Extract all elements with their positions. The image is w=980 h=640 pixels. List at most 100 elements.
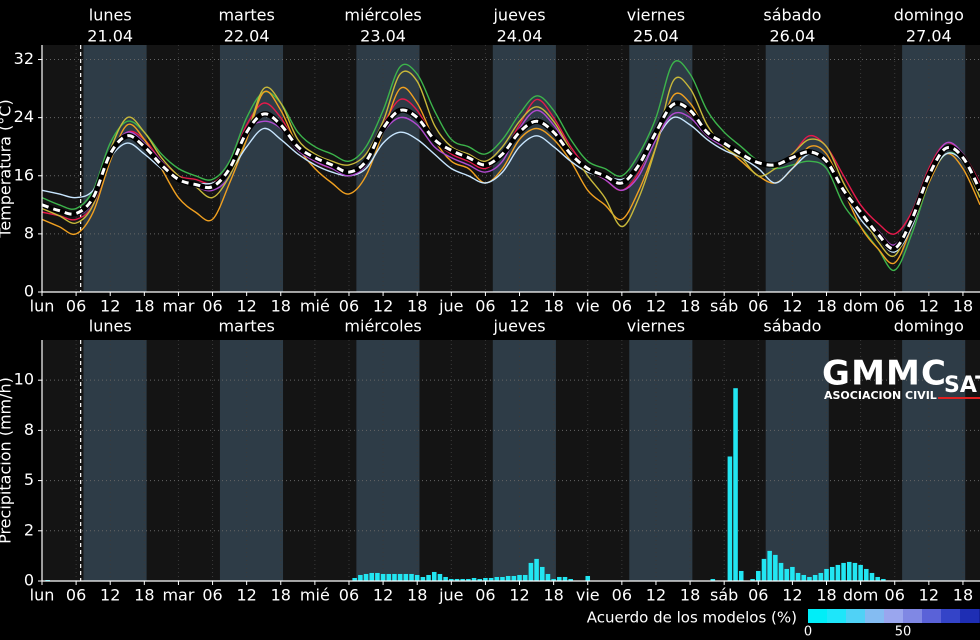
precip-bar: [557, 576, 562, 581]
colorbar-cell: [960, 609, 980, 623]
colorbar-cell: [941, 609, 961, 623]
logo-name: GMMC: [822, 354, 946, 394]
x-tick-label: 06: [612, 586, 632, 605]
x-tick-label: 18: [271, 586, 291, 605]
x-tick-label: 18: [680, 297, 700, 316]
mean-line: [42, 101, 980, 251]
colorbar-cell: [884, 609, 904, 623]
x-tick-label: 06: [748, 586, 768, 605]
colorbar-cell: [846, 609, 866, 623]
precip-bar: [858, 564, 863, 581]
x-tick-label: 06: [612, 297, 632, 316]
plot-layer: [45, 388, 886, 581]
y-tick-label: 2: [24, 520, 34, 539]
precip-bar: [414, 574, 420, 581]
precip-bar: [477, 578, 483, 581]
precip-bar: [466, 578, 471, 581]
y-tick-label: 0: [24, 282, 34, 301]
day-name: domingo: [894, 317, 964, 336]
x-tick-label: 12: [646, 297, 666, 316]
y-tick-label: 10: [14, 370, 34, 389]
x-tick-label: 06: [339, 586, 359, 605]
precip-bar: [852, 562, 858, 581]
daylight-band: [83, 45, 147, 292]
precip-bar: [443, 576, 448, 581]
y-axis-label: Temperatura (°C): [0, 99, 15, 238]
x-tick-label: 18: [134, 586, 154, 605]
precip-bar: [358, 574, 363, 581]
colorbar-cell: [827, 609, 847, 623]
colorbar-tick-label: 50: [895, 625, 912, 640]
precip-bar: [710, 578, 716, 581]
colorbar: [808, 609, 980, 623]
x-tick-label: jue: [438, 586, 463, 605]
precip-bar: [386, 573, 392, 581]
precip-bar: [392, 573, 397, 581]
x-tick-label: mié: [300, 297, 330, 316]
precip-bar: [488, 577, 494, 581]
x-tick-label: 12: [373, 586, 393, 605]
x-tick-label: 12: [646, 586, 666, 605]
daylight-band: [83, 340, 147, 581]
precip-bar: [750, 578, 755, 581]
x-tick-label: 18: [816, 297, 836, 316]
precip-bar: [522, 574, 528, 581]
daylight-band: [356, 340, 420, 581]
precip-bar: [790, 566, 795, 581]
day-date: 27.04: [906, 27, 952, 46]
x-tick-label: sáb: [710, 586, 738, 605]
x-tick-label: 06: [66, 586, 86, 605]
x-tick-label: 12: [509, 297, 529, 316]
member-line: [42, 86, 980, 265]
precip-bar: [397, 573, 403, 581]
precip-bar: [829, 566, 835, 581]
x-tick-label: 18: [816, 586, 836, 605]
precip-bar: [875, 576, 880, 581]
x-tick-label: 06: [475, 586, 495, 605]
x-tick-label: 12: [782, 297, 802, 316]
precip-bar: [505, 575, 511, 581]
precip-bar: [454, 578, 460, 581]
y-tick-label: 0: [24, 571, 34, 590]
x-tick-label: 06: [475, 297, 495, 316]
day-name: jueves: [492, 317, 545, 336]
x-tick-label: sáb: [710, 297, 738, 316]
x-tick-label: 06: [885, 297, 905, 316]
member-line: [42, 60, 980, 271]
precip-bar: [545, 573, 551, 581]
x-tick-label: 12: [100, 586, 120, 605]
x-tick-label: 12: [919, 586, 939, 605]
x-tick-label: 18: [953, 297, 973, 316]
precip-bar: [733, 388, 738, 581]
day-name: lunes: [89, 6, 132, 25]
day-name: viernes: [627, 6, 685, 25]
colorbar-label: Acuerdo de los modelos (%): [587, 609, 797, 627]
precip-bar: [363, 573, 369, 581]
precip-bar: [727, 456, 733, 581]
precip-bar: [352, 577, 357, 581]
x-tick-label: 18: [407, 297, 427, 316]
day-date: 21.04: [87, 27, 133, 46]
precip-bar: [449, 578, 454, 581]
precip-bar: [437, 573, 443, 581]
daylight-band: [765, 340, 829, 581]
precip-bar: [403, 573, 409, 581]
precip-bar: [767, 550, 772, 581]
logo-suffix: SAT: [944, 373, 980, 398]
colorbar-cell: [808, 609, 828, 623]
precip-bar: [500, 576, 505, 581]
day-date: 24.04: [497, 27, 543, 46]
x-tick-label: 12: [373, 297, 393, 316]
x-tick-label: 18: [680, 586, 700, 605]
x-tick-label: jue: [438, 297, 463, 316]
precip-bar: [818, 572, 824, 581]
colorbar-cell: [922, 609, 942, 623]
precip-bar: [738, 570, 744, 581]
y-tick-label: 32: [14, 49, 34, 68]
precip-bar: [551, 578, 556, 581]
precip-bar: [471, 577, 477, 581]
precip-bar: [380, 573, 386, 581]
precip-bar: [756, 570, 761, 581]
precip-bar: [517, 574, 522, 581]
day-name: martes: [218, 6, 274, 25]
